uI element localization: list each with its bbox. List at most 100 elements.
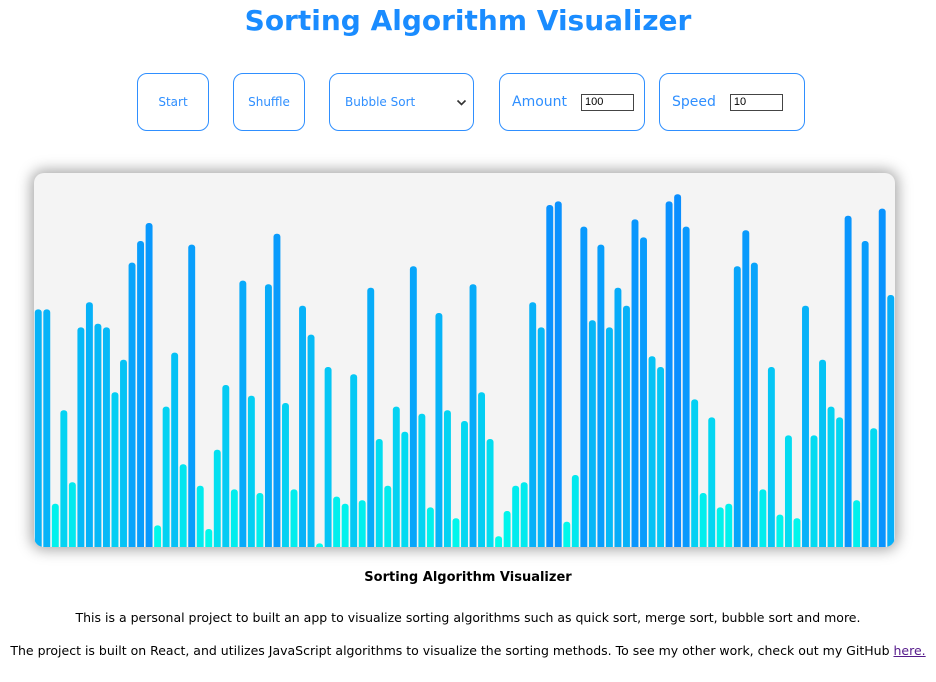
array-bar <box>196 485 204 547</box>
array-bar <box>324 367 332 547</box>
array-bar <box>699 493 707 547</box>
array-bar <box>742 230 750 547</box>
array-bar <box>145 223 153 547</box>
footer-heading: Sorting Algorithm Visualizer <box>364 570 572 585</box>
array-bar <box>60 410 68 547</box>
array-bar <box>827 406 835 547</box>
array-bar <box>264 284 272 547</box>
array-bar <box>554 201 562 547</box>
array-bar <box>657 367 665 547</box>
array-bar <box>162 406 170 547</box>
array-bar <box>247 395 255 547</box>
array-bar <box>51 503 59 547</box>
array-bar <box>580 226 588 547</box>
array-bar <box>478 392 486 547</box>
array-bar <box>469 284 477 547</box>
array-bar <box>77 327 85 547</box>
speed-control: Speed <box>659 73 805 131</box>
shuffle-button[interactable]: Shuffle <box>233 73 305 131</box>
array-bar <box>648 356 656 547</box>
array-bar <box>443 410 451 547</box>
speed-input[interactable] <box>729 93 783 111</box>
array-bar <box>299 305 306 547</box>
array-bar <box>784 435 792 547</box>
visualizer-panel <box>34 173 895 547</box>
array-bar <box>665 201 673 547</box>
amount-label: Amount <box>512 94 568 110</box>
array-bar <box>384 485 392 547</box>
array-bar <box>179 464 187 547</box>
array-bar <box>691 399 699 547</box>
project-paragraph-text: The project is built on React, and utili… <box>10 643 894 658</box>
array-bar <box>256 493 264 547</box>
array-bar <box>529 302 537 547</box>
array-bar <box>188 244 196 547</box>
array-bar <box>870 428 878 547</box>
array-bar <box>767 367 775 547</box>
array-bar <box>230 489 238 547</box>
array-bar <box>853 500 861 547</box>
array-bar <box>94 323 102 547</box>
array-bar <box>34 309 42 547</box>
amount-input[interactable] <box>581 93 635 111</box>
array-bar <box>759 489 767 547</box>
array-bar <box>819 359 826 547</box>
array-bar <box>631 219 639 547</box>
array-bar <box>503 511 511 547</box>
array-bar <box>733 266 741 547</box>
array-bar <box>640 237 647 547</box>
array-bar <box>409 266 417 547</box>
array-bar <box>878 208 886 547</box>
array-bar <box>802 305 809 547</box>
array-bar <box>682 226 690 547</box>
page-title: Sorting Algorithm Visualizer <box>244 4 692 37</box>
array-bar <box>674 194 682 547</box>
shuffle-button-label: Shuffle <box>248 95 290 109</box>
github-link[interactable]: here. <box>893 643 926 658</box>
array-bar <box>273 233 281 547</box>
array-bar <box>512 485 520 547</box>
array-bar <box>623 305 630 547</box>
array-bar <box>844 215 852 547</box>
array-bar <box>708 417 716 547</box>
array-bar <box>776 514 784 547</box>
array-bar <box>137 241 145 547</box>
array-bar <box>426 507 434 547</box>
array-bar <box>85 302 93 547</box>
array-bar <box>605 327 613 547</box>
array-bar <box>392 406 400 547</box>
array-bar <box>128 262 136 547</box>
array-bar <box>452 518 460 547</box>
algorithm-select-value: Bubble Sort <box>345 95 416 109</box>
array-bar <box>239 280 247 547</box>
array-bar <box>120 359 127 547</box>
array-bar <box>358 500 366 547</box>
array-bar <box>725 503 733 547</box>
array-bar <box>520 482 528 547</box>
array-bar <box>563 521 571 547</box>
array-bar <box>43 309 51 547</box>
array-bar <box>793 518 801 547</box>
project-paragraph: The project is built on React, and utili… <box>0 643 936 658</box>
algorithm-select[interactable]: Bubble Sort <box>329 73 474 131</box>
array-bar <box>614 287 622 547</box>
array-bar <box>537 327 545 547</box>
array-bar <box>341 503 349 547</box>
array-bar <box>213 449 221 547</box>
array-bar <box>154 525 162 547</box>
array-bar <box>375 439 383 547</box>
array-bar <box>461 421 468 547</box>
start-button[interactable]: Start <box>137 73 209 131</box>
array-bar <box>205 529 213 547</box>
array-bar <box>810 435 818 547</box>
array-bar <box>571 475 579 547</box>
description-paragraph: This is a personal project to built an a… <box>75 610 861 625</box>
array-bar <box>588 320 596 547</box>
array-bar <box>435 313 443 547</box>
array-bar <box>861 241 869 547</box>
start-button-label: Start <box>158 95 188 109</box>
array-bar <box>836 417 844 547</box>
array-bar <box>887 295 895 547</box>
array-bar <box>350 374 358 547</box>
amount-control: Amount <box>499 73 645 131</box>
